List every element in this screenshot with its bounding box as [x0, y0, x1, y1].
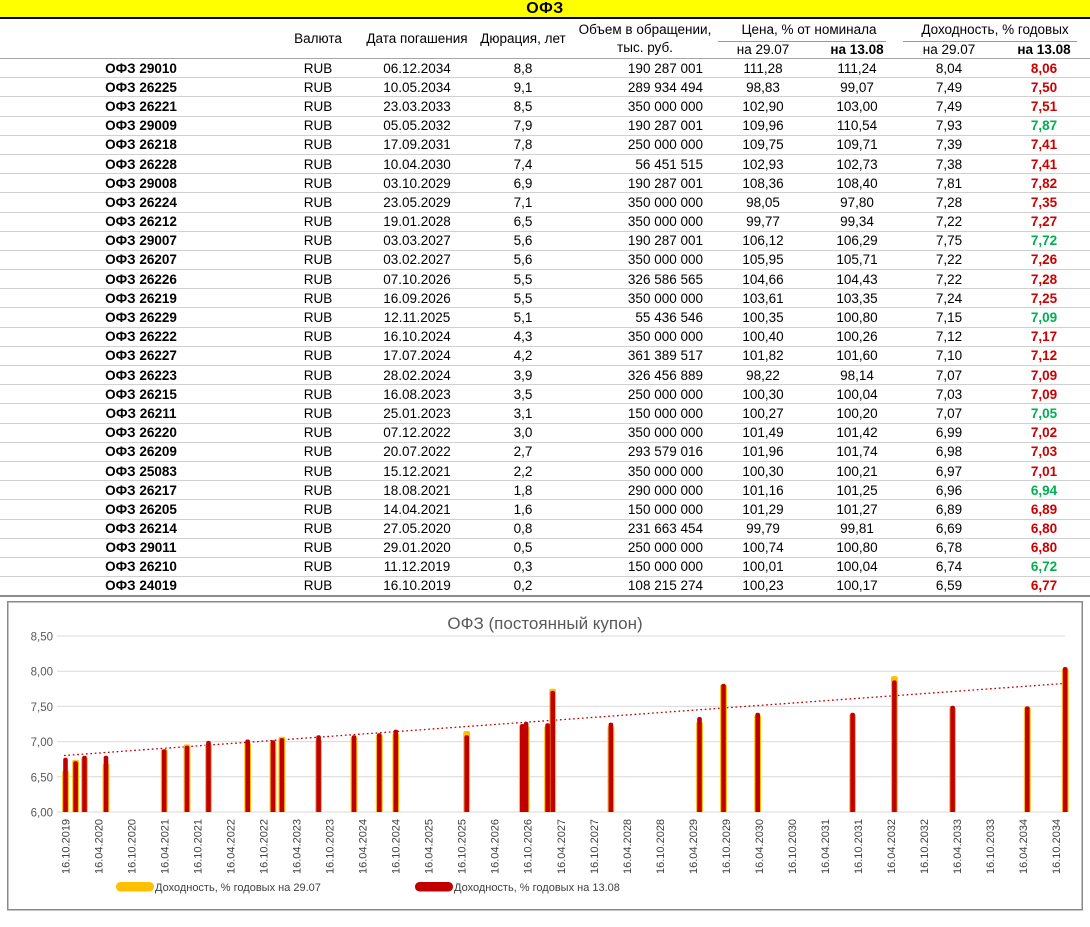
- svg-text:16.04.2025: 16.04.2025: [424, 819, 436, 874]
- svg-text:16.10.2020: 16.10.2020: [127, 819, 139, 874]
- svg-text:16.10.2021: 16.10.2021: [193, 819, 205, 874]
- svg-text:16.04.2030: 16.04.2030: [754, 819, 766, 874]
- svg-text:16.10.2033: 16.10.2033: [985, 819, 997, 874]
- svg-text:8,50: 8,50: [31, 632, 53, 644]
- svg-text:16.04.2028: 16.04.2028: [622, 819, 634, 874]
- svg-text:16.10.2027: 16.10.2027: [589, 819, 601, 874]
- svg-text:ОФЗ (постоянный купон): ОФЗ (постоянный купон): [447, 614, 642, 633]
- svg-text:16.04.2027: 16.04.2027: [556, 819, 568, 874]
- svg-text:8,00: 8,00: [31, 667, 53, 679]
- svg-text:16.10.2029: 16.10.2029: [721, 819, 733, 874]
- svg-text:7,00: 7,00: [31, 737, 53, 749]
- svg-text:6,50: 6,50: [31, 772, 53, 784]
- svg-text:16.04.2024: 16.04.2024: [358, 819, 370, 874]
- svg-text:16.04.2029: 16.04.2029: [688, 819, 700, 874]
- svg-text:16.10.2030: 16.10.2030: [787, 819, 799, 874]
- svg-text:7,50: 7,50: [31, 702, 53, 714]
- svg-text:Доходность, % годовых на 13.08: Доходность, % годовых на 13.08: [454, 882, 620, 894]
- svg-text:16.10.2019: 16.10.2019: [61, 819, 73, 874]
- svg-text:16.04.2021: 16.04.2021: [160, 819, 172, 874]
- svg-text:16.10.2034: 16.10.2034: [1051, 819, 1063, 874]
- svg-text:Доходность, % годовых на 29.07: Доходность, % годовых на 29.07: [155, 882, 321, 894]
- svg-text:16.04.2033: 16.04.2033: [952, 819, 964, 874]
- svg-text:16.10.2022: 16.10.2022: [259, 819, 271, 874]
- svg-text:16.04.2032: 16.04.2032: [886, 819, 898, 874]
- svg-text:16.04.2020: 16.04.2020: [94, 819, 106, 874]
- svg-text:16.04.2023: 16.04.2023: [292, 819, 304, 874]
- svg-text:16.10.2023: 16.10.2023: [325, 819, 337, 874]
- svg-text:16.10.2028: 16.10.2028: [655, 819, 667, 874]
- svg-text:16.10.2025: 16.10.2025: [457, 819, 469, 874]
- svg-text:16.04.2026: 16.04.2026: [490, 819, 502, 874]
- svg-text:16.10.2026: 16.10.2026: [523, 819, 535, 874]
- svg-text:6,00: 6,00: [31, 808, 53, 820]
- svg-text:16.04.2031: 16.04.2031: [820, 819, 832, 874]
- svg-text:16.04.2034: 16.04.2034: [1018, 819, 1030, 874]
- svg-text:16.10.2032: 16.10.2032: [919, 819, 931, 874]
- svg-text:16.10.2024: 16.10.2024: [391, 819, 403, 874]
- svg-text:16.04.2022: 16.04.2022: [226, 819, 238, 874]
- svg-text:16.10.2031: 16.10.2031: [853, 819, 865, 874]
